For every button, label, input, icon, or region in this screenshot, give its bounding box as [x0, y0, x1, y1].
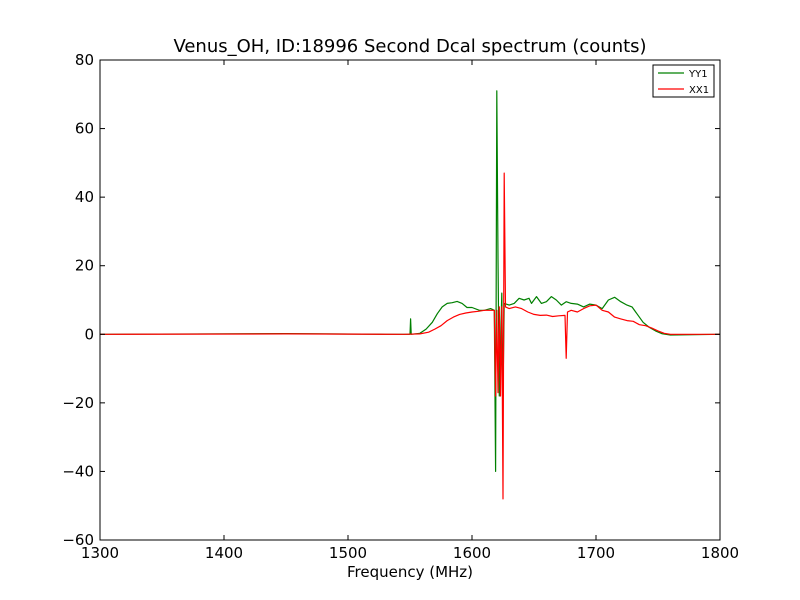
- y-tick-label: 0: [84, 325, 94, 343]
- x-axis-label: Frequency (MHz): [347, 563, 473, 581]
- x-tick-label: 1800: [701, 544, 739, 562]
- x-tick-label: 1300: [81, 544, 119, 562]
- x-tick-label: 1400: [205, 544, 243, 562]
- legend-label-yy1: YY1: [688, 69, 708, 80]
- series-line-xx1: [99, 172, 720, 500]
- series-line-yy1: [99, 90, 721, 472]
- x-tick-label: 1500: [329, 544, 367, 562]
- axis-ticks: 1300 1400 1500 1600 1700 1800 −60 −40 −20 0 20 40 60…: [62, 51, 739, 562]
- legend-box: [652, 64, 715, 98]
- x-tick-label: 1600: [453, 544, 491, 562]
- x-tick-label: 1700: [577, 544, 615, 562]
- y-tick-label: 80: [75, 51, 94, 69]
- y-tick-label: −20: [62, 394, 94, 412]
- plot-frame: [99, 59, 721, 541]
- y-tick-label: 60: [75, 120, 94, 138]
- legend-label-xx1: XX1: [689, 85, 709, 96]
- series-lines: [99, 90, 721, 500]
- y-tick-label: 20: [75, 257, 94, 275]
- y-tick-label: 40: [75, 188, 94, 206]
- chart-title: Venus_OH, ID:18996 Second Dcal spectrum …: [173, 36, 646, 57]
- y-tick-label: −60: [62, 531, 94, 549]
- legend: YY1 XX1: [652, 64, 715, 98]
- y-tick-label: −40: [62, 462, 94, 480]
